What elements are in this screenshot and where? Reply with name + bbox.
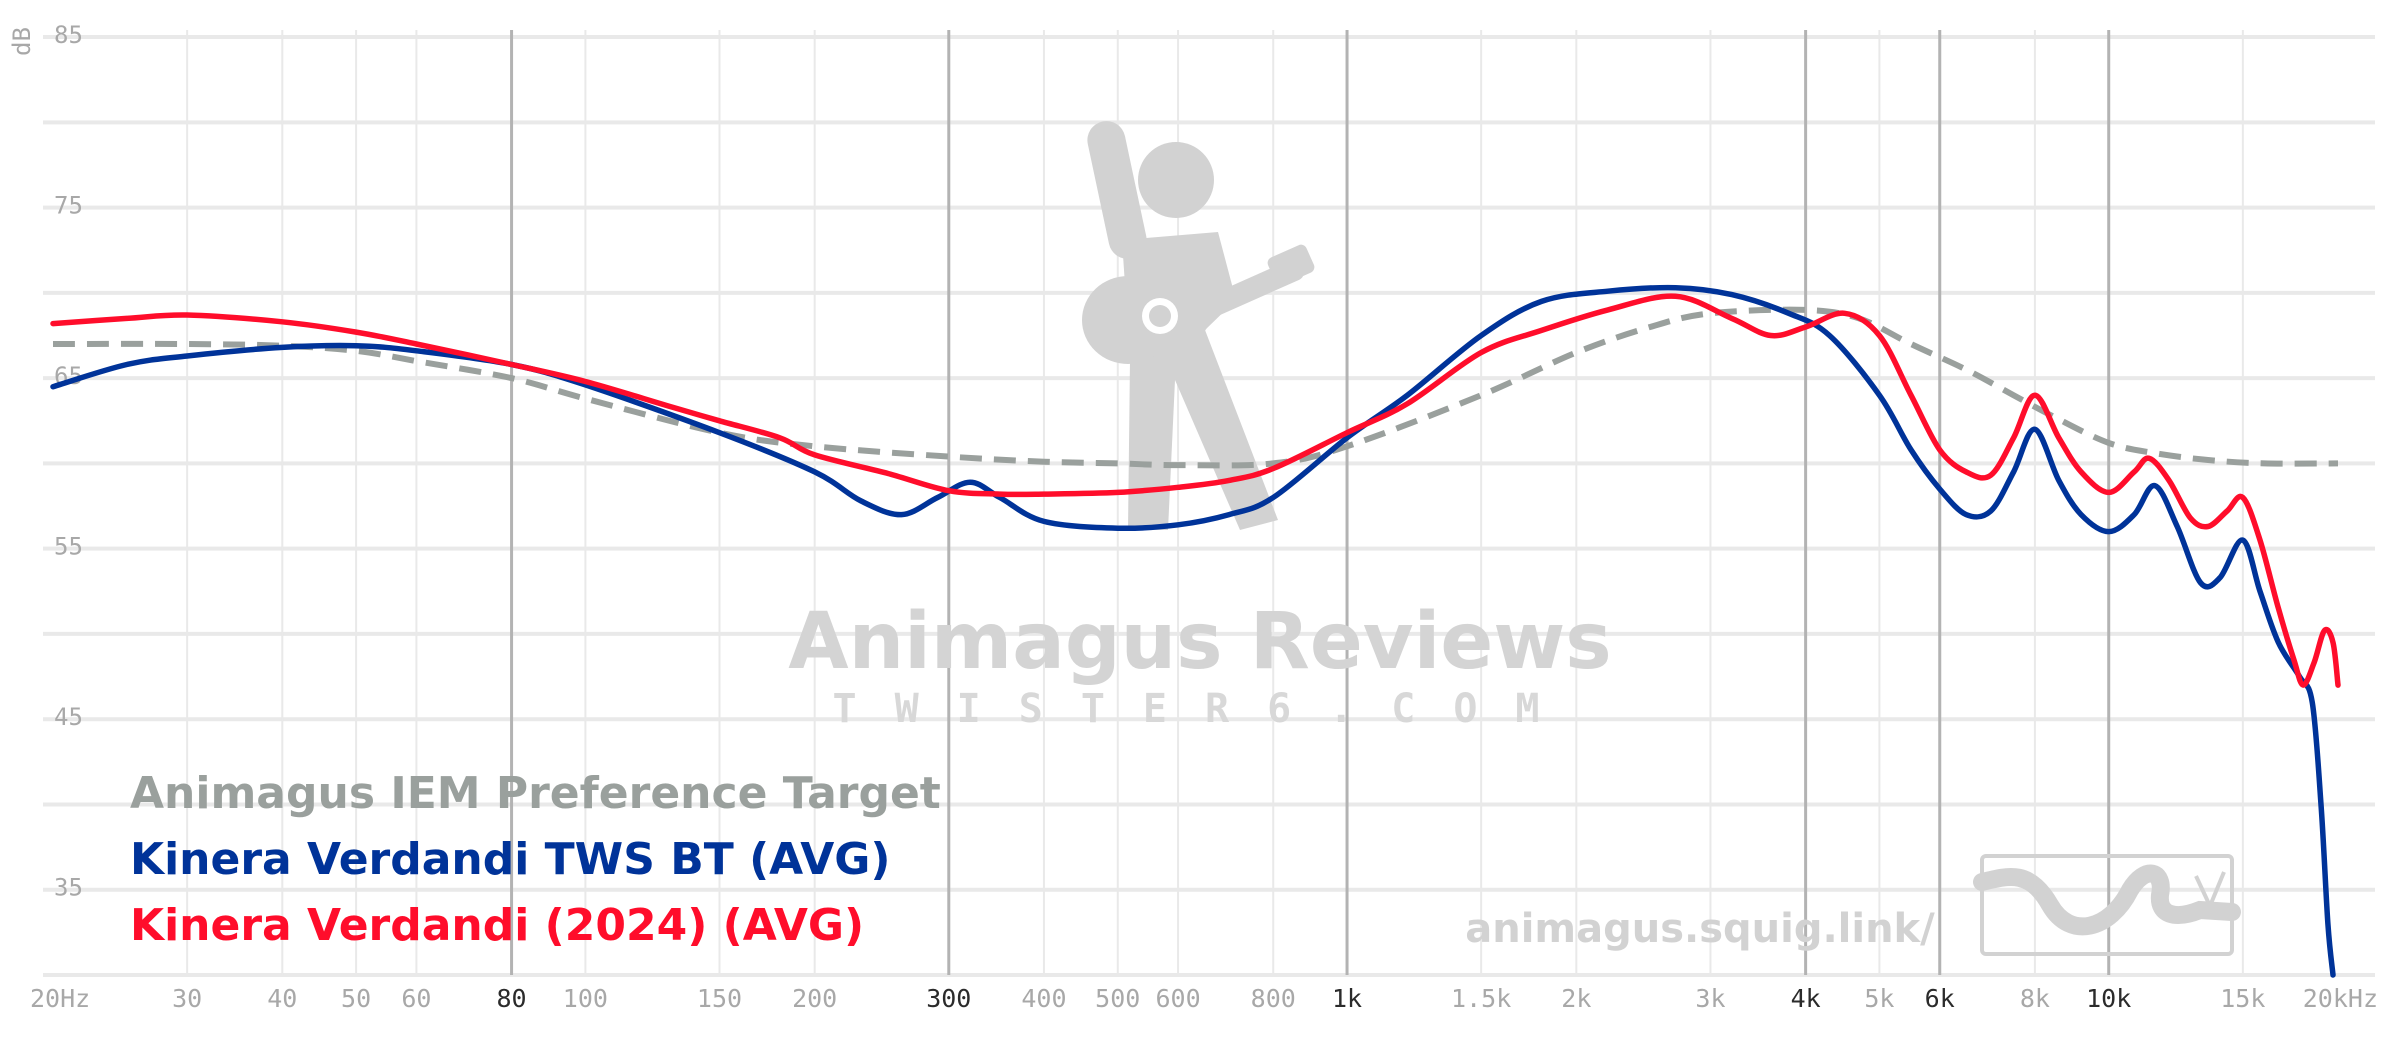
- x-tick-label: 2k: [1561, 984, 1591, 1013]
- y-tick-label: 85: [54, 21, 83, 49]
- x-tick-label: 400: [1021, 984, 1066, 1013]
- legend-item-tws-bt: Kinera Verdandi TWS BT (AVG): [130, 834, 891, 885]
- x-tick-label: 500: [1095, 984, 1140, 1013]
- x-tick-label: 4k: [1791, 984, 1821, 1013]
- watermark: Animagus Reviews TWISTER6.COM animagus.s…: [788, 121, 2241, 956]
- y-tick-label: 55: [54, 533, 83, 561]
- x-tick-label: 200: [792, 984, 837, 1013]
- y-tick-label: 35: [54, 874, 83, 902]
- x-tick-label: 30: [172, 984, 202, 1013]
- x-tick-label: 100: [563, 984, 608, 1013]
- target-curve: [52, 306, 2339, 469]
- x-tick-label: 50: [341, 984, 371, 1013]
- squiglink-logo-icon: [1973, 854, 2241, 956]
- x-tick-label: 150: [697, 984, 742, 1013]
- x-tick-label: 8k: [2020, 984, 2050, 1013]
- watermark-title: Animagus Reviews: [788, 597, 1611, 687]
- legend-item-target: Animagus IEM Preference Target: [130, 768, 941, 819]
- x-tick-label: 60: [401, 984, 431, 1013]
- x-tick-label: 40: [267, 984, 297, 1013]
- y-tick-label: 45: [54, 703, 83, 731]
- response-curves: [50, 284, 2341, 978]
- x-tick-label: 5k: [1864, 984, 1894, 1013]
- x-tick-label: 20kHz: [2303, 984, 2378, 1013]
- x-tick-label: 80: [497, 984, 527, 1013]
- legend: Animagus IEM Preference Target Kinera Ve…: [130, 768, 941, 951]
- x-tick-label: 800: [1251, 984, 1296, 1013]
- y-axis-unit-label: dB: [8, 27, 36, 56]
- x-tick-label: 3k: [1695, 984, 1725, 1013]
- guitarist-logo-icon: [1082, 121, 1315, 530]
- x-tick-label: 1.5k: [1451, 984, 1511, 1013]
- y-tick-label: 75: [54, 192, 83, 220]
- x-tick-label: 15k: [2220, 984, 2265, 1013]
- x-tick-label: 1k: [1332, 984, 1362, 1013]
- vertical-gridlines: [186, 30, 2244, 975]
- x-tick-label: 600: [1155, 984, 1200, 1013]
- x-axis-tick-labels: 20Hz 30 40 50 60 80 100 150 200 300 400 500 600 800 1k…: [30, 984, 2378, 1013]
- x-tick-label: 300: [926, 984, 971, 1013]
- tws-bt-curve: [50, 284, 2336, 978]
- watermark-url: animagus.squig.link/: [1465, 906, 1935, 952]
- watermark-subtitle: TWISTER6.COM: [833, 686, 1578, 732]
- x-tick-label: 20Hz: [30, 984, 90, 1013]
- x-tick-label: 10k: [2086, 984, 2131, 1013]
- verdandi-2024-curve: [50, 293, 2341, 688]
- x-tick-label: 6k: [1925, 984, 1955, 1013]
- legend-item-2024: Kinera Verdandi (2024) (AVG): [130, 900, 864, 951]
